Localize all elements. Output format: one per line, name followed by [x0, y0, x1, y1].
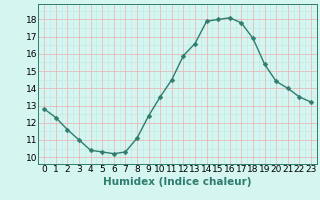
X-axis label: Humidex (Indice chaleur): Humidex (Indice chaleur)	[103, 177, 252, 187]
